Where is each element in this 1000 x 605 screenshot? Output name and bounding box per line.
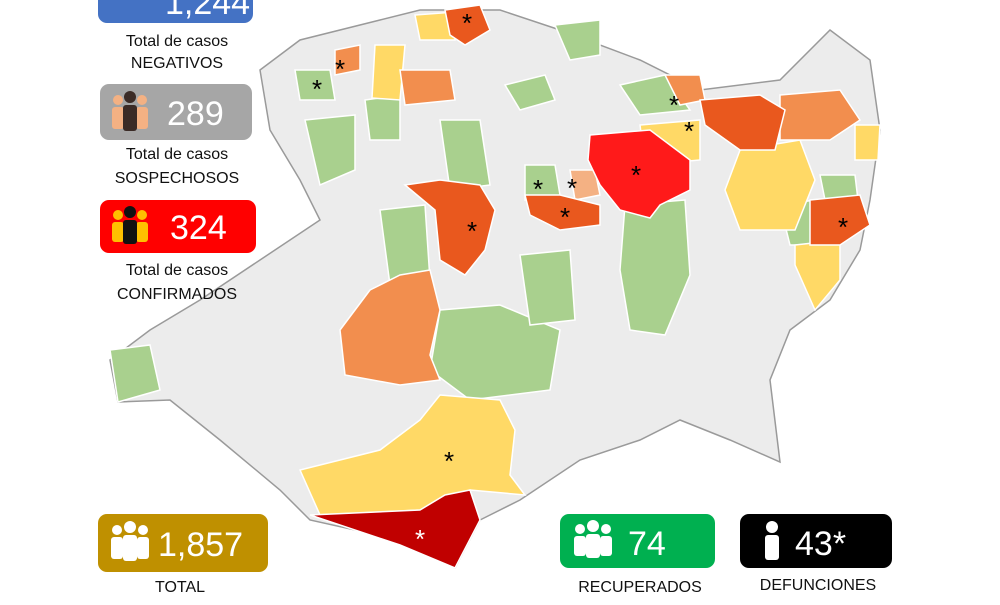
card-value: 43* bbox=[795, 525, 846, 563]
card-value: 74 bbox=[628, 525, 666, 563]
card-label: TOTAL bbox=[155, 579, 205, 596]
card-value: 289 bbox=[167, 95, 224, 133]
map-marker: * bbox=[444, 446, 454, 476]
map-marker: * bbox=[467, 216, 477, 246]
card-total: 1,857 TOTAL bbox=[98, 514, 268, 596]
map-marker: * bbox=[838, 212, 848, 242]
map-marker: * bbox=[567, 173, 577, 203]
card-label: RECUPERADOS bbox=[578, 579, 702, 596]
map-marker: * bbox=[631, 160, 641, 190]
map-marker: * bbox=[462, 8, 472, 38]
regions bbox=[109, 4, 881, 569]
map-marker: * bbox=[684, 116, 694, 146]
card-negativos: 1,244 Total de casos NEGATIVOS bbox=[98, 0, 253, 72]
map-marker: * bbox=[560, 202, 570, 232]
card-label: Total de casos bbox=[126, 33, 228, 50]
card-defunciones: 43* DEFUNCIONES bbox=[740, 514, 892, 594]
icon bbox=[765, 521, 779, 560]
icon bbox=[112, 91, 148, 131]
icon bbox=[112, 206, 148, 244]
card-confirmados: 324 Total de casos CONFIRMADOS bbox=[100, 200, 256, 303]
card-value: 324 bbox=[170, 209, 227, 247]
icon bbox=[111, 521, 149, 561]
icon bbox=[574, 520, 612, 558]
map-marker: * bbox=[312, 74, 322, 104]
card-value: 1,244 bbox=[165, 0, 250, 22]
map-marker: * bbox=[533, 174, 543, 204]
card-sospechosos: 289 Total de casos SOSPECHOSOS bbox=[100, 84, 252, 187]
card-bg bbox=[98, 0, 253, 23]
map bbox=[109, 4, 881, 570]
map-marker: * bbox=[335, 54, 345, 84]
card-label: CONFIRMADOS bbox=[117, 286, 237, 303]
card-label: SOSPECHOSOS bbox=[115, 170, 239, 187]
card-value: 1,857 bbox=[158, 526, 243, 564]
card-label: Total de casos bbox=[126, 262, 228, 279]
card-label: NEGATIVOS bbox=[131, 55, 223, 72]
map-marker: * bbox=[669, 90, 679, 120]
card-label: DEFUNCIONES bbox=[760, 577, 876, 594]
card-recuperados: 74 RECUPERADOS bbox=[560, 514, 715, 596]
map-marker: * bbox=[415, 524, 425, 554]
card-label: Total de casos bbox=[126, 146, 228, 163]
